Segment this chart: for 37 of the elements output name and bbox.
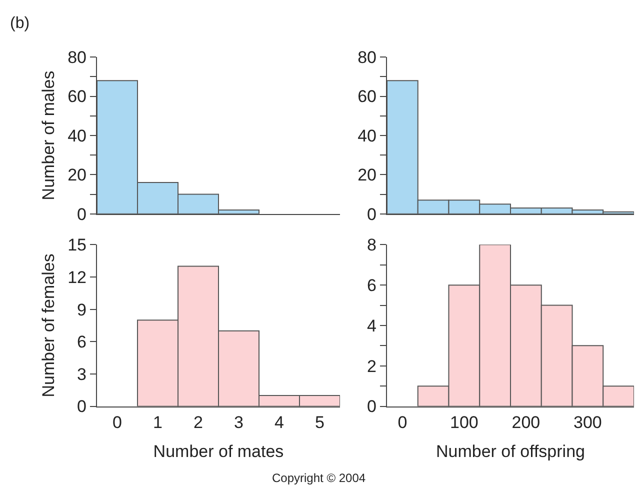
x-tick-label: 0 — [112, 412, 122, 432]
y-tick-label: 80 — [358, 48, 376, 68]
y-tick-label: 12 — [68, 268, 86, 287]
y-tick-label: 4 — [367, 316, 376, 336]
x-tick-label: 200 — [512, 412, 540, 432]
y-tick-label: 3 — [77, 364, 86, 384]
y-tick-label: 0 — [77, 204, 86, 224]
x-tick-label: 3 — [234, 412, 244, 432]
x-tick-label: 100 — [450, 412, 478, 432]
y-tick-label: 8 — [367, 236, 376, 255]
y-tick-label: 40 — [68, 126, 86, 146]
y-tick-label: 20 — [68, 166, 86, 185]
y-tick-label: 0 — [367, 397, 376, 416]
x-axis-title: Number of offspring — [436, 442, 585, 462]
y-tick-label: 60 — [358, 87, 376, 106]
y-tick-label: 40 — [358, 126, 376, 146]
y-tick-label: 2 — [367, 356, 376, 376]
x-axis-title: Number of mates — [153, 442, 284, 462]
x-tick-label: 2 — [194, 412, 203, 432]
y-tick-label: 6 — [367, 276, 376, 296]
x-tick-label: 1 — [153, 412, 162, 432]
text: (b) — [10, 15, 30, 32]
y-tick-label: 60 — [68, 87, 86, 106]
text: Copyright © 2004 — [272, 471, 366, 485]
y-tick-label: 0 — [77, 397, 86, 416]
y-tick-label: 80 — [68, 48, 86, 68]
x-tick-label: 4 — [274, 412, 284, 432]
y-tick-label: 6 — [77, 332, 86, 352]
x-tick-label: 5 — [315, 412, 324, 432]
y-tick-label: 9 — [77, 300, 86, 320]
y-tick-label: 0 — [367, 204, 376, 224]
y-axis-title: Number of females — [39, 254, 58, 398]
y-tick-label: 15 — [68, 236, 86, 255]
y-axis-title: Number of males — [39, 70, 58, 200]
y-tick-label: 20 — [358, 166, 376, 185]
x-tick-label: 300 — [574, 412, 602, 432]
x-tick-label: 0 — [398, 412, 408, 432]
